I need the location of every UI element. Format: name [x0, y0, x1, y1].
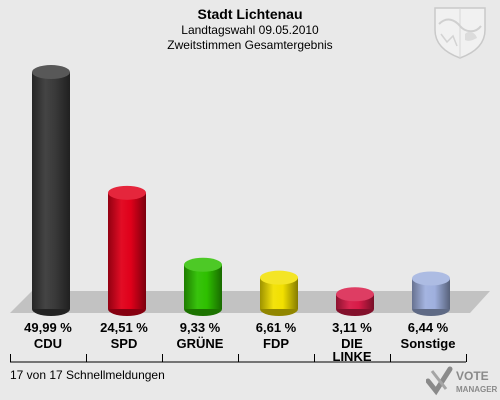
bar-spd — [108, 185, 146, 316]
vote-check-icon — [426, 366, 453, 396]
chart-title: Stadt Lichtenau — [197, 6, 303, 22]
value-label: 6,61 % — [255, 320, 297, 335]
coat-of-arms-icon — [434, 7, 486, 59]
value-label: 24,51 % — [100, 320, 148, 335]
value-label: 9,33 % — [179, 320, 221, 335]
chart-subtitle-election: Landtagswahl 09.05.2010 — [181, 23, 319, 37]
vote-manager-logo: VOTE MANAGER — [426, 366, 498, 396]
category-label: GRÜNE — [176, 336, 224, 351]
value-label: 3,11 % — [332, 320, 372, 335]
value-label: 6,44 % — [407, 320, 449, 335]
chart-subtitle-result: Zweitstimmen Gesamtergebnis — [167, 38, 333, 52]
category-label: DIE LINKE — [332, 336, 372, 364]
bar-die-linke — [336, 287, 374, 316]
bar-sonstige — [412, 271, 450, 316]
value-label: 49,99 % — [24, 320, 72, 335]
category-label: FDP — [263, 336, 289, 351]
bar-grüne — [184, 257, 222, 316]
logo-line-vote: VOTE — [456, 369, 489, 383]
category-label: Sonstige — [400, 336, 456, 351]
bar-fdp — [260, 270, 298, 316]
bar-cdu — [32, 65, 70, 316]
category-label: SPD — [110, 336, 138, 351]
chart-header: Stadt Lichtenau Landtagswahl 09.05.2010 … — [0, 6, 500, 53]
logo-line-manager: MANAGER — [456, 385, 498, 394]
status-text: 17 von 17 Schnellmeldungen — [10, 368, 165, 382]
category-label: CDU — [33, 336, 63, 351]
